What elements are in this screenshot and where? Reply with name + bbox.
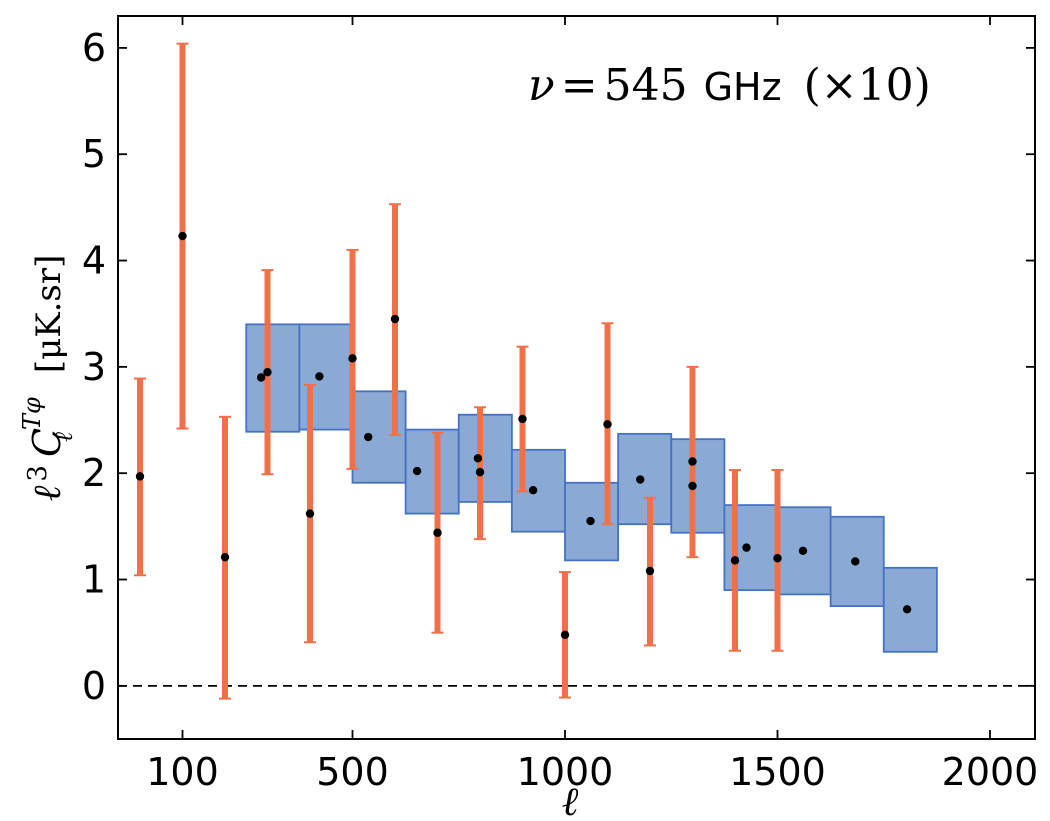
- x-tick-label-3: 1500: [729, 750, 826, 794]
- box-center-point-6: [586, 516, 595, 526]
- errorbar-point-2: [220, 552, 230, 562]
- axes-layer: 100 500 1000 1500 2000 0 1 2 3 4 5 6: [82, 16, 1039, 794]
- box-center-point-0: [256, 373, 266, 382]
- box-center-point-8: [688, 481, 697, 491]
- errorbar-point-6: [390, 314, 400, 324]
- errorbar-point-11: [603, 420, 612, 429]
- box-4: [457, 413, 513, 503]
- x-tick-label-1: 500: [316, 750, 389, 794]
- errorbar-point-0: [135, 472, 145, 481]
- box-center-point-4: [473, 454, 483, 463]
- x-tick-label-2: 1000: [517, 750, 614, 794]
- errorbar-point-12: [645, 566, 655, 576]
- y-tick-label-5: 5: [82, 132, 106, 176]
- errorbar-point-9: [518, 414, 527, 424]
- plot-frame: [117, 15, 1036, 740]
- box-8: [670, 438, 726, 534]
- x-axis-label: ℓ: [562, 779, 579, 821]
- box-0: [245, 323, 301, 433]
- y-tick-label-6: 6: [82, 26, 106, 70]
- box-center-point-9: [742, 543, 751, 552]
- box-center-point-12: [902, 605, 912, 614]
- box-center-point-7: [636, 475, 645, 484]
- errorbar-point-14: [730, 556, 740, 565]
- errorbar-point-4: [305, 509, 315, 518]
- y-tick-label-2: 2: [82, 451, 106, 495]
- box-center-point-2: [364, 432, 373, 442]
- errorbar-point-5: [348, 354, 357, 363]
- y-tick-label-1: 1: [82, 558, 106, 602]
- errorbar-point-15: [773, 554, 782, 563]
- y-tick-label-0: 0: [82, 664, 106, 708]
- box-center-point-11: [851, 557, 860, 566]
- x-tick-label-4: 2000: [942, 750, 1039, 794]
- chart-annotation: ν = 545 GHz (×10): [528, 60, 931, 111]
- y-tick-label-3: 3: [82, 345, 106, 389]
- errorbar-point-13: [688, 457, 697, 466]
- errorbar-point-1: [178, 231, 187, 241]
- x-tick-label-0: 100: [146, 750, 219, 794]
- errorbar-point-8: [475, 467, 485, 477]
- errorbar-point-7: [433, 528, 442, 537]
- box-center-point-3: [412, 466, 422, 476]
- errorbar-point-3: [263, 367, 272, 377]
- box-7: [617, 432, 673, 526]
- box-center-point-10: [798, 546, 808, 556]
- plot-content: [118, 42, 1035, 700]
- errorbar-point-10: [560, 630, 570, 640]
- y-tick-label-4: 4: [82, 239, 106, 283]
- box-center-point-1: [315, 372, 324, 381]
- box-center-point-5: [528, 486, 538, 495]
- y-axis-label: ℓ 3 C ℓ Tφ [μK.sr]: [18, 255, 78, 502]
